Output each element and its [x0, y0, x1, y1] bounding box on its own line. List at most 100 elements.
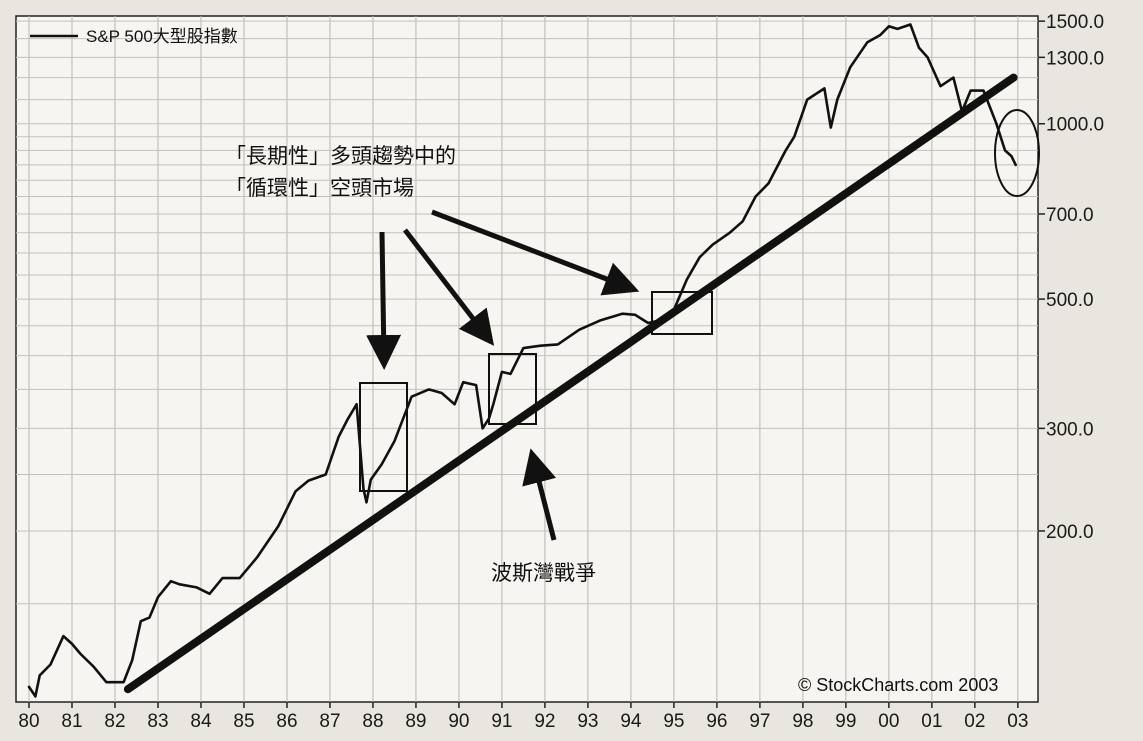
x-tick-label: 94: [620, 711, 642, 732]
x-tick-label: 88: [362, 711, 383, 732]
x-tick-label: 97: [749, 711, 770, 732]
arrow-to-1987: [366, 231, 402, 370]
y-tick-label: 500.0: [1046, 290, 1094, 311]
data-point: [195, 586, 198, 589]
data-point: [600, 319, 602, 322]
circle-2002: [994, 109, 1040, 197]
box-1990-bear: [488, 353, 537, 425]
data-point: [767, 182, 770, 185]
data-point: [157, 596, 159, 598]
data-point: [369, 478, 372, 481]
data-point: [866, 41, 869, 44]
data-point: [926, 56, 929, 59]
data-point: [380, 463, 383, 466]
data-point: [410, 395, 413, 398]
data-point: [62, 635, 65, 637]
arrow-to-1994: [431, 209, 640, 296]
data-point: [909, 23, 912, 26]
data-point: [79, 653, 82, 655]
y-tick-label: 200.0: [1046, 522, 1094, 543]
x-tick-label: 93: [577, 711, 598, 732]
arrow-to-1990: [403, 228, 495, 346]
x-tick-label: 86: [276, 711, 297, 732]
data-point: [969, 89, 972, 92]
data-point: [501, 371, 503, 373]
data-point: [481, 427, 484, 430]
x-tick-label: 98: [792, 711, 813, 732]
x-tick-label: 81: [61, 711, 82, 732]
data-point: [982, 89, 985, 92]
x-tick-label: 00: [878, 711, 899, 732]
data-point: [647, 322, 649, 324]
data-point: [92, 665, 95, 668]
x-tick-label: 03: [1007, 711, 1028, 732]
data-point: [355, 403, 358, 406]
highlight-boxes: [359, 109, 1040, 492]
x-tick-label: 99: [835, 711, 856, 732]
data-point: [686, 278, 688, 281]
arrow-to-gulf-war: [522, 448, 557, 541]
x-tick-label: 95: [663, 711, 684, 732]
data-point: [170, 580, 172, 582]
data-point: [557, 343, 559, 346]
x-tick-label: 85: [233, 711, 254, 732]
x-tick-label: 89: [405, 711, 426, 732]
x-tick-label: 92: [534, 711, 555, 732]
data-point: [38, 674, 41, 677]
data-point: [307, 479, 310, 482]
data-point: [362, 488, 365, 490]
data-point: [888, 25, 890, 28]
data-point: [148, 616, 151, 619]
trendline: [123, 73, 1018, 694]
plot-area: [15, 15, 1039, 703]
y-tick-label: 700.0: [1046, 205, 1094, 226]
x-tick-label: 80: [18, 711, 39, 732]
data-point: [131, 659, 133, 662]
data-point: [475, 384, 477, 386]
data-point: [428, 388, 430, 391]
data-point: [105, 681, 108, 684]
data-point: [71, 643, 73, 645]
data-point: [784, 149, 787, 152]
data-point: [1014, 164, 1017, 166]
legend-label: S&P 500大型股指數: [86, 27, 238, 46]
annotation-line-2: 「循環性」空頭市場: [225, 176, 414, 200]
data-point: [879, 34, 882, 36]
data-point: [634, 313, 637, 316]
data-point: [539, 344, 542, 347]
data-point: [324, 473, 327, 476]
data-point: [939, 85, 942, 87]
data-point: [440, 392, 443, 394]
data-point: [741, 220, 744, 223]
data-point: [823, 87, 826, 90]
data-point: [294, 490, 297, 493]
data-point: [238, 577, 241, 579]
data-point: [830, 126, 832, 129]
data-point: [393, 440, 396, 443]
box-1987-crash: [359, 382, 408, 492]
x-tick-label: 91: [491, 711, 512, 732]
x-axis: 80 81 82 83 84 85 86 87 88 89 90 91 92 93 94 95 96 97 98 99…: [18, 702, 1028, 732]
data-point: [139, 620, 142, 623]
data-point: [346, 419, 348, 421]
data-point: [49, 663, 52, 666]
x-tick-label: 02: [964, 711, 985, 732]
data-point: [836, 98, 839, 101]
data-point: [698, 256, 701, 259]
annotation-line-1: 「長期性」多頭趨勢中的: [225, 144, 456, 168]
data-point: [522, 347, 525, 349]
data-point: [896, 28, 899, 30]
annotation-gulf-war: 波斯灣戰爭: [491, 561, 596, 585]
x-tick-label: 01: [921, 711, 942, 732]
data-point: [365, 501, 368, 504]
data-point: [849, 66, 851, 69]
y-tick-label: 1000.0: [1046, 115, 1104, 136]
data-point: [221, 577, 224, 579]
data-point: [711, 243, 714, 246]
data-point: [453, 403, 456, 406]
credit-text: © StockCharts.com 2003: [798, 675, 998, 695]
data-point: [1010, 155, 1013, 157]
data-point: [256, 556, 258, 559]
x-tick-label: 83: [147, 711, 168, 732]
x-tick-label: 84: [190, 711, 212, 732]
